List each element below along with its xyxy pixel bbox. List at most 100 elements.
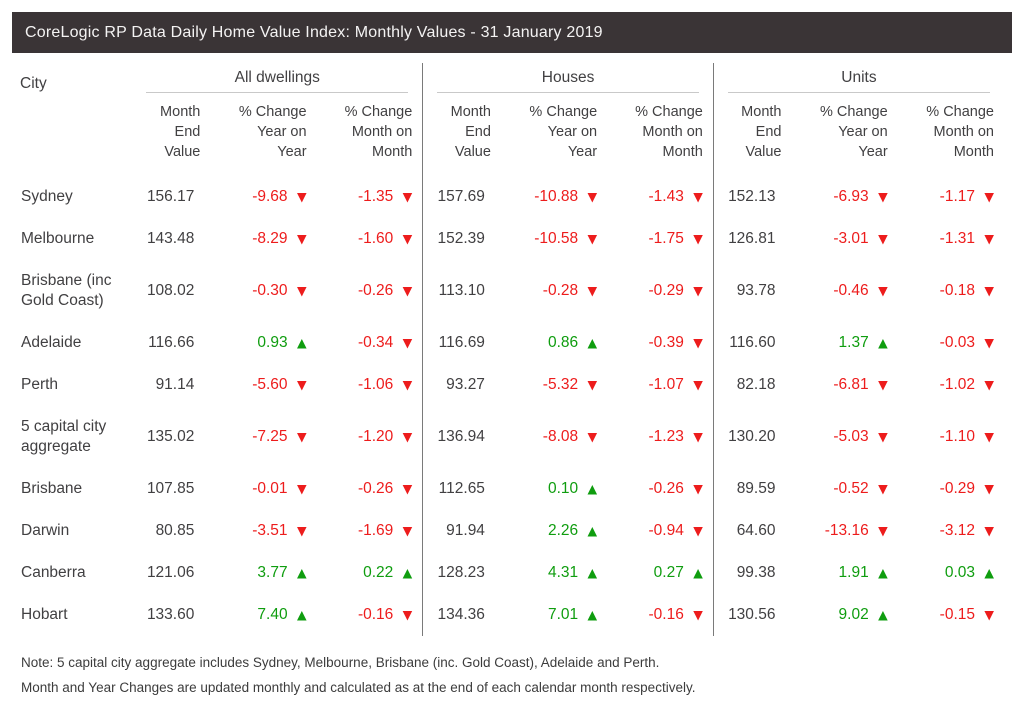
down-arrow-icon: ▼ xyxy=(984,377,994,392)
city-cell: Adelaide xyxy=(20,322,132,364)
month-end-value-cell: 108.02 xyxy=(146,282,195,299)
city-name: Adelaide xyxy=(21,334,82,351)
report-title-bar: CoreLogic RP Data Daily Home Value Index… xyxy=(12,12,1012,53)
change-value: -1.02 xyxy=(939,376,975,393)
down-arrow-icon: ▼ xyxy=(587,189,598,204)
change-yoy-cell: -0.30 ▼ xyxy=(210,260,316,322)
down-arrow-icon: ▼ xyxy=(693,377,703,392)
change-yoy-cell: 1.37 ▲ xyxy=(791,322,897,364)
down-arrow-icon: ▼ xyxy=(693,607,703,622)
sub-header-month-end-value: Month End Value xyxy=(422,93,501,176)
change-value: -0.16 xyxy=(648,606,684,623)
change-value: -0.03 xyxy=(939,334,975,351)
change-value: -0.28 xyxy=(542,282,579,299)
change-value: -8.08 xyxy=(542,428,579,445)
group-header-houses: Houses xyxy=(422,63,714,93)
down-arrow-icon: ▼ xyxy=(402,283,413,298)
change-yoy-cell: 9.02 ▲ xyxy=(791,594,897,636)
change-value: -0.94 xyxy=(648,522,684,539)
up-arrow-icon: ▲ xyxy=(296,607,307,622)
group-label-all-dwellings: All dwellings xyxy=(146,69,409,93)
change-value: -0.29 xyxy=(939,480,975,497)
change-mom-cell: -1.43 ▼ xyxy=(607,176,713,218)
change-yoy-cell: 1.91 ▲ xyxy=(791,552,897,594)
change-value: -1.31 xyxy=(939,230,975,247)
change-mom-cell: -1.07 ▼ xyxy=(607,364,713,406)
change-value: -0.30 xyxy=(252,282,288,299)
up-arrow-icon: ▲ xyxy=(587,523,598,538)
change-value: -1.07 xyxy=(648,376,684,393)
change-value: -5.03 xyxy=(833,428,869,445)
city-name: Canberra xyxy=(21,564,86,581)
month-end-value-cell: 133.60 xyxy=(146,606,195,623)
change-value: -0.46 xyxy=(833,282,869,299)
change-value: 0.93 xyxy=(257,334,288,351)
change-mom-cell: -1.02 ▼ xyxy=(898,364,1004,406)
month-end-value-cell: 116.66 xyxy=(148,334,195,351)
change-value: 0.27 xyxy=(653,564,684,581)
table-row: Brisbane 107.85 -0.01 ▼ -0.26 ▼ 112.65 0.10 ▲ -0.… xyxy=(20,468,1004,510)
city-name: Brisbane (inc Gold Coast) xyxy=(21,272,112,309)
change-mom-cell: -0.39 ▼ xyxy=(607,322,713,364)
down-arrow-icon: ▼ xyxy=(984,335,994,350)
month-end-value-cell: 107.85 xyxy=(146,480,195,497)
month-end-value-cell: 126.81 xyxy=(712,218,792,260)
up-arrow-icon: ▲ xyxy=(402,565,413,580)
up-arrow-icon: ▲ xyxy=(984,565,994,580)
sub-header-change-mom: % Change Month on Month xyxy=(635,104,703,160)
change-yoy-cell: -0.28 ▼ xyxy=(501,260,607,322)
change-yoy-cell: -9.68 ▼ xyxy=(210,176,316,218)
table-row: Hobart 133.60 7.40 ▲ -0.16 ▼ 134.36 7.01 ▲ -0.16 ▼… xyxy=(20,594,1004,636)
change-yoy-cell: -6.93 ▼ xyxy=(791,176,897,218)
table-row: Darwin 80.85 -3.51 ▼ -1.69 ▼ 91.94 2.26 ▲ -0.94 ▼ 6… xyxy=(20,510,1004,552)
change-value: -7.25 xyxy=(252,428,288,445)
down-arrow-icon: ▼ xyxy=(587,377,598,392)
sub-header-month-end-value: Month End Value xyxy=(712,93,792,176)
change-yoy-cell: -0.52 ▼ xyxy=(791,468,897,510)
city-name: Sydney xyxy=(21,188,73,205)
down-arrow-icon: ▼ xyxy=(402,481,413,496)
down-arrow-icon: ▼ xyxy=(693,523,703,538)
group-header-all-dwellings: All dwellings xyxy=(132,63,423,93)
change-mom-cell: -1.60 ▼ xyxy=(317,218,423,260)
up-arrow-icon: ▲ xyxy=(587,607,598,622)
month-end-value-cell: 130.56 xyxy=(712,594,792,636)
change-value: -1.06 xyxy=(357,376,394,393)
change-value: 9.02 xyxy=(838,606,869,623)
change-yoy-cell: -10.58 ▼ xyxy=(501,218,607,260)
change-value: -1.20 xyxy=(357,428,394,445)
change-yoy-cell: -5.03 ▼ xyxy=(791,406,897,468)
change-mom-cell: -0.34 ▼ xyxy=(317,322,423,364)
month-end-value-cell: 112.65 xyxy=(422,468,501,510)
change-value: -5.60 xyxy=(252,376,288,393)
down-arrow-icon: ▼ xyxy=(984,283,994,298)
change-value: 0.10 xyxy=(547,480,579,497)
month-end-value-cell: 136.94 xyxy=(422,406,501,468)
sub-header-month-end-value: Month End Value xyxy=(160,104,201,160)
month-end-value-cell: 116.60 xyxy=(712,322,792,364)
city-cell: Brisbane (inc Gold Coast) xyxy=(20,260,132,322)
group-label-houses: Houses xyxy=(437,69,699,93)
month-end-value-cell: 91.14 xyxy=(155,376,195,393)
month-end-value-cell: 82.18 xyxy=(712,364,792,406)
up-arrow-icon: ▲ xyxy=(587,335,598,350)
change-mom-cell: -0.15 ▼ xyxy=(898,594,1004,636)
change-mom-cell: -0.94 ▼ xyxy=(607,510,713,552)
month-end-value-cell: 121.06 xyxy=(146,564,195,581)
down-arrow-icon: ▼ xyxy=(402,335,413,350)
city-cell: Melbourne xyxy=(20,218,132,260)
home-value-index-table: City All dwellings Houses Units Month En… xyxy=(20,63,1004,636)
change-yoy-cell: 0.86 ▲ xyxy=(501,322,607,364)
change-value: -8.29 xyxy=(252,230,288,247)
footnote-line: Month and Year Changes are updated month… xyxy=(21,680,696,695)
table-row: Sydney 156.17 -9.68 ▼ -1.35 ▼ 157.69 -10.88 ▼ -1.… xyxy=(20,176,1004,218)
change-yoy-cell: -0.46 ▼ xyxy=(791,260,897,322)
change-mom-cell: -0.26 ▼ xyxy=(317,260,423,322)
city-name: Perth xyxy=(21,376,59,393)
change-value: 2.26 xyxy=(547,522,579,539)
down-arrow-icon: ▼ xyxy=(984,231,994,246)
change-value: -5.32 xyxy=(542,376,579,393)
down-arrow-icon: ▼ xyxy=(587,283,598,298)
down-arrow-icon: ▼ xyxy=(296,523,307,538)
